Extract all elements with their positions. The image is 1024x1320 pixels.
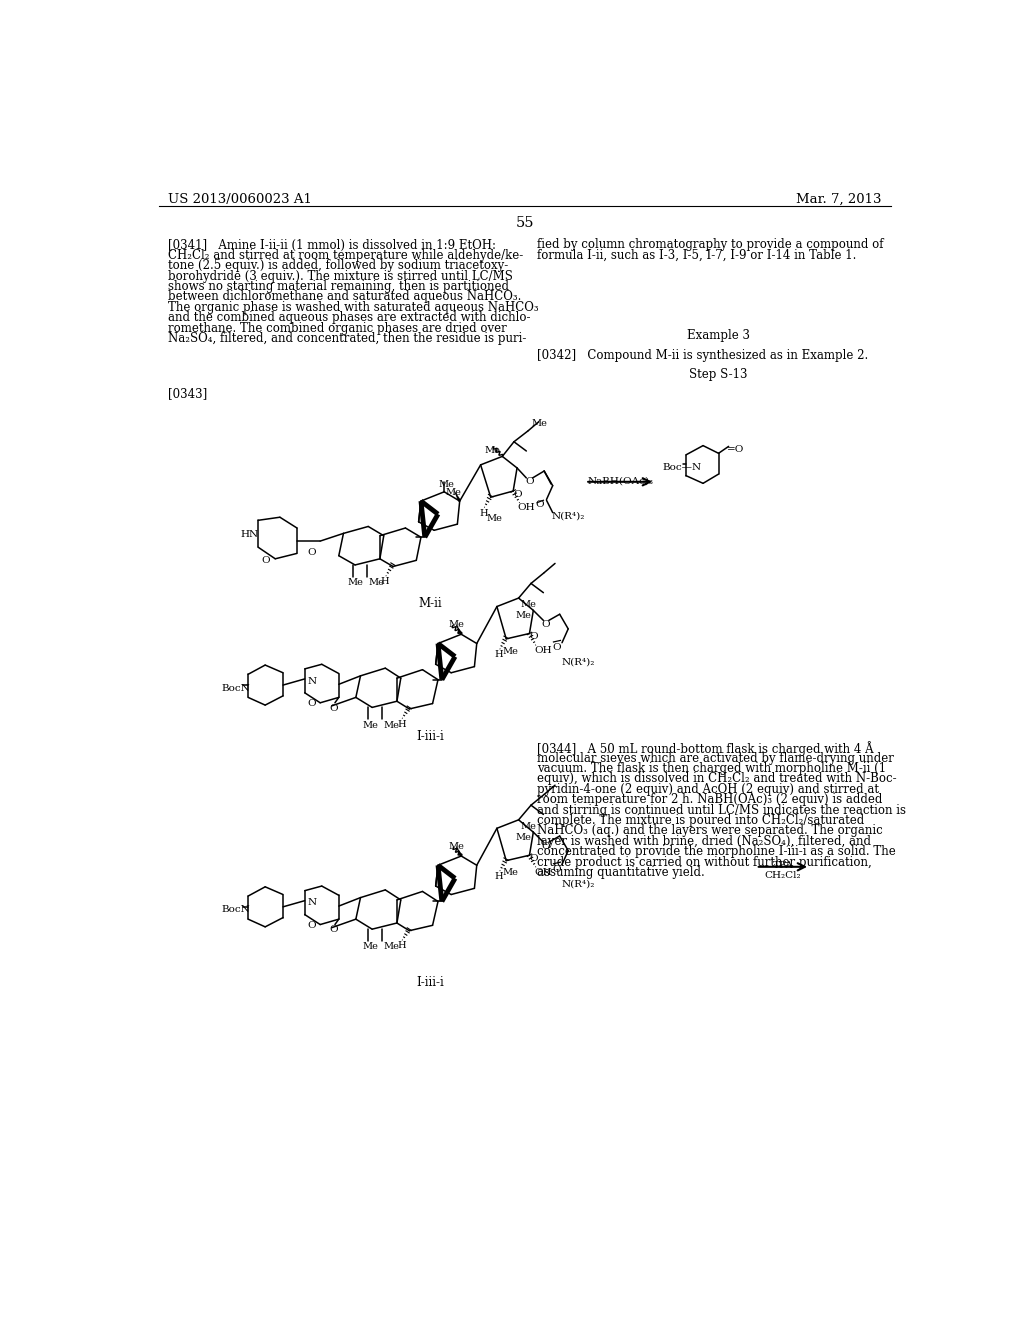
Text: molecular sieves which are activated by flame-drying under: molecular sieves which are activated by … xyxy=(538,751,894,764)
Text: I-iii-i: I-iii-i xyxy=(417,730,444,743)
Text: O: O xyxy=(308,921,316,929)
Text: O: O xyxy=(542,842,551,851)
Text: O: O xyxy=(308,548,316,557)
Text: N: N xyxy=(308,677,316,685)
Text: Me: Me xyxy=(362,942,379,952)
Text: formula I-ii, such as I-3, I-5, I-7, I-9 or I-14 in Table 1.: formula I-ii, such as I-3, I-5, I-7, I-9… xyxy=(538,249,856,261)
Text: Me: Me xyxy=(445,488,462,496)
Text: Boc—N: Boc—N xyxy=(663,462,701,471)
Text: H: H xyxy=(381,577,389,586)
Text: O: O xyxy=(330,704,338,713)
Text: Me: Me xyxy=(515,611,531,620)
Text: O: O xyxy=(513,490,522,499)
Text: Me: Me xyxy=(384,942,399,952)
Text: fied by column chromatography to provide a compound of: fied by column chromatography to provide… xyxy=(538,239,884,252)
Text: [0343]: [0343] xyxy=(168,387,208,400)
Text: US 2013/0060023 A1: US 2013/0060023 A1 xyxy=(168,193,312,206)
Text: tone (2.5 equiv.) is added, followed by sodium triacetoxy-: tone (2.5 equiv.) is added, followed by … xyxy=(168,259,509,272)
Text: O: O xyxy=(529,632,538,642)
Text: Me: Me xyxy=(369,578,384,587)
Text: H: H xyxy=(397,719,406,729)
Text: TFA: TFA xyxy=(772,861,794,870)
Text: romethane. The combined organic phases are dried over: romethane. The combined organic phases a… xyxy=(168,322,507,335)
Text: borohydride (3 equiv.). The mixture is stirred until LC/MS: borohydride (3 equiv.). The mixture is s… xyxy=(168,269,513,282)
Text: equiv), which is dissolved in CH₂Cl₂ and treated with N-Boc-: equiv), which is dissolved in CH₂Cl₂ and… xyxy=(538,772,897,785)
Text: I-iii-i: I-iii-i xyxy=(417,977,444,989)
Text: N(R⁴)₂: N(R⁴)₂ xyxy=(561,657,595,667)
Text: layer is washed with brine, dried (Na₂SO₄), filtered, and: layer is washed with brine, dried (Na₂SO… xyxy=(538,834,871,847)
Text: Me: Me xyxy=(449,842,464,851)
Text: Me: Me xyxy=(521,601,537,610)
Text: Me: Me xyxy=(438,480,454,490)
Text: The organic phase is washed with saturated aqueous NaHCO₃: The organic phase is washed with saturat… xyxy=(168,301,539,314)
Text: pyridin-4-one (2 equiv) and AcOH (2 equiv) and stirred at: pyridin-4-one (2 equiv) and AcOH (2 equi… xyxy=(538,783,880,796)
Polygon shape xyxy=(455,845,463,857)
Text: BocN: BocN xyxy=(221,684,250,693)
Polygon shape xyxy=(454,490,461,502)
Text: N(R⁴)₂: N(R⁴)₂ xyxy=(561,879,595,888)
Text: O: O xyxy=(552,644,560,652)
Text: H: H xyxy=(479,508,487,517)
Text: M-ii: M-ii xyxy=(419,598,442,610)
Text: H: H xyxy=(495,651,503,660)
Text: NaBH(OAc)₃: NaBH(OAc)₃ xyxy=(587,477,653,486)
Text: Na₂SO₄, filtered, and concentrated, then the residue is puri-: Na₂SO₄, filtered, and concentrated, then… xyxy=(168,333,526,345)
Text: HN: HN xyxy=(241,529,258,539)
Text: Me: Me xyxy=(503,869,518,878)
Text: O: O xyxy=(542,620,551,630)
Text: CH₂Cl₂ and stirred at room temperature while aldehyde/ke-: CH₂Cl₂ and stirred at room temperature w… xyxy=(168,249,523,261)
Text: vacuum. The flask is then charged with morpholine M-ii (1: vacuum. The flask is then charged with m… xyxy=(538,762,887,775)
Text: between dichloromethane and saturated aqueous NaHCO₃.: between dichloromethane and saturated aq… xyxy=(168,290,521,304)
Text: O: O xyxy=(330,925,338,935)
Text: H: H xyxy=(495,873,503,882)
Text: Mar. 7, 2013: Mar. 7, 2013 xyxy=(796,193,882,206)
Text: room temperature for 2 h. NaBH(OAc)₃ (2 equiv) is added: room temperature for 2 h. NaBH(OAc)₃ (2 … xyxy=(538,793,883,807)
Text: Me: Me xyxy=(486,515,502,523)
Text: O: O xyxy=(308,700,316,708)
Text: Me: Me xyxy=(521,822,537,832)
Text: and stirring is continued until LC/MS indicates the reaction is: and stirring is continued until LC/MS in… xyxy=(538,804,906,817)
Text: complete. The mixture is poured into CH₂Cl₂/saturated: complete. The mixture is poured into CH₂… xyxy=(538,814,864,828)
Text: Me: Me xyxy=(503,647,518,656)
Text: H: H xyxy=(397,941,406,950)
Text: 55: 55 xyxy=(515,216,535,230)
Text: Me: Me xyxy=(449,620,464,630)
Text: assuming quantitative yield.: assuming quantitative yield. xyxy=(538,866,705,879)
Text: [0341]   Amine I-ii-ii (1 mmol) is dissolved in 1:9 EtOH:: [0341] Amine I-ii-ii (1 mmol) is dissolv… xyxy=(168,239,497,252)
Text: OH: OH xyxy=(535,867,552,876)
Text: concentrated to provide the morpholine I-iii-i as a solid. The: concentrated to provide the morpholine I… xyxy=(538,845,896,858)
Text: Me: Me xyxy=(384,721,399,730)
Text: O: O xyxy=(536,500,545,510)
Text: N: N xyxy=(308,899,316,907)
Text: crude product is carried on without further purification,: crude product is carried on without furt… xyxy=(538,855,872,869)
Text: O: O xyxy=(525,478,535,486)
Text: and the combined aqueous phases are extracted with dichlo-: and the combined aqueous phases are extr… xyxy=(168,312,530,325)
Text: OH: OH xyxy=(535,645,552,655)
Text: [0344]   A 50 mL round-bottom flask is charged with 4 Å: [0344] A 50 mL round-bottom flask is cha… xyxy=(538,742,873,756)
Text: N(R⁴)₂: N(R⁴)₂ xyxy=(552,512,586,521)
Text: O: O xyxy=(529,854,538,863)
Text: Me: Me xyxy=(515,833,531,842)
Text: O: O xyxy=(261,556,270,565)
Text: Example 3: Example 3 xyxy=(687,330,750,342)
Text: Me: Me xyxy=(531,420,547,429)
Text: BocN: BocN xyxy=(221,906,250,915)
Text: Step S-13: Step S-13 xyxy=(689,368,748,381)
Text: Me: Me xyxy=(347,578,364,587)
Text: OH: OH xyxy=(518,503,536,512)
Text: CH₂Cl₂: CH₂Cl₂ xyxy=(765,871,801,880)
Text: Me: Me xyxy=(484,446,501,454)
Text: =O: =O xyxy=(727,445,744,454)
Text: O: O xyxy=(552,866,560,874)
Text: Me: Me xyxy=(362,721,379,730)
Text: shows no starting material remaining, then is partitioned: shows no starting material remaining, th… xyxy=(168,280,509,293)
Polygon shape xyxy=(455,623,463,635)
Text: NaHCO₃ (aq.) and the layers were separated. The organic: NaHCO₃ (aq.) and the layers were separat… xyxy=(538,825,883,837)
Text: [0342]   Compound M-ii is synthesized as in Example 2.: [0342] Compound M-ii is synthesized as i… xyxy=(538,348,868,362)
